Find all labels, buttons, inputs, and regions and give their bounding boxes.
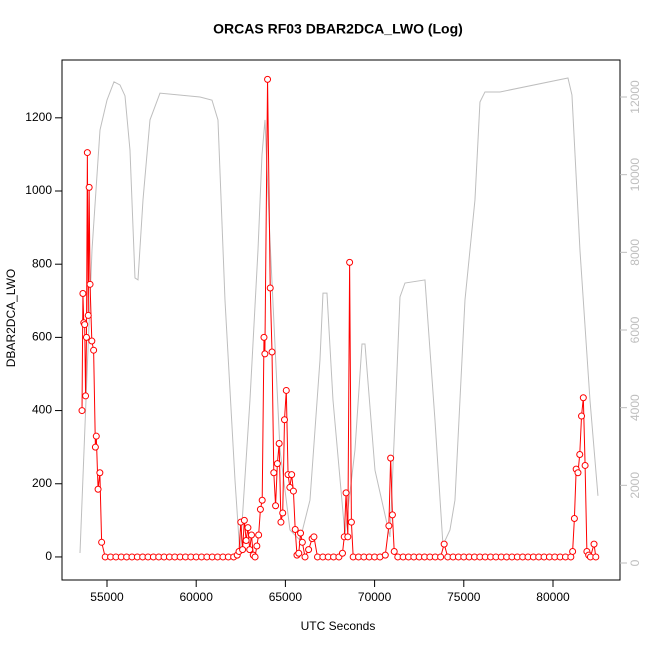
chart-title: ORCAS RF03 DBAR2DCA_LWO (Log) xyxy=(213,21,463,37)
data-point xyxy=(266,284,274,292)
x-tick-label: 60000 xyxy=(180,590,214,604)
data-point xyxy=(273,460,281,468)
series-line xyxy=(79,77,599,555)
data-point xyxy=(301,553,309,561)
data-point xyxy=(88,337,96,345)
data-point xyxy=(251,553,259,561)
x-tick-label: 80000 xyxy=(536,590,570,604)
data-point xyxy=(289,487,297,495)
data-point xyxy=(279,509,287,517)
data-point xyxy=(574,469,582,477)
data-point xyxy=(305,546,313,554)
data-point xyxy=(242,536,250,544)
data-point xyxy=(85,183,93,191)
x-axis-label: UTC Seconds xyxy=(301,619,376,633)
data-point xyxy=(91,443,99,451)
data-point xyxy=(569,547,577,555)
data-point xyxy=(440,540,448,548)
y-tick-label: 200 xyxy=(32,476,52,490)
data-point xyxy=(261,350,269,358)
data-point xyxy=(281,416,289,424)
data-point xyxy=(381,551,389,559)
y-tick-label: 400 xyxy=(32,403,52,417)
data-point xyxy=(82,333,90,341)
y-tick-label: 600 xyxy=(32,330,52,344)
y-tick-label: 800 xyxy=(32,256,52,270)
data-point xyxy=(576,450,584,458)
data-point xyxy=(590,540,598,548)
data-point xyxy=(255,531,263,539)
data-point xyxy=(256,505,264,513)
data-point xyxy=(390,547,398,555)
data-point xyxy=(96,469,104,477)
data-point xyxy=(78,407,86,415)
y-tick-label: 0 xyxy=(45,549,52,563)
x-tick-label: 65000 xyxy=(269,590,303,604)
y2-tick-label: 0 xyxy=(628,559,642,566)
x-tick-label: 75000 xyxy=(447,590,481,604)
data-point xyxy=(86,280,94,288)
data-point xyxy=(344,533,352,541)
y-tick-label: 1000 xyxy=(25,183,52,197)
data-point xyxy=(247,531,255,539)
data-point xyxy=(275,440,283,448)
data-point xyxy=(347,518,355,526)
plot-frame xyxy=(61,59,621,581)
data-point xyxy=(342,489,350,497)
data-point xyxy=(295,549,303,557)
data-point xyxy=(288,471,296,479)
data-point xyxy=(270,469,278,477)
data-point xyxy=(246,546,254,554)
data-point xyxy=(244,524,252,532)
data-point xyxy=(268,348,276,356)
data-point xyxy=(90,346,98,354)
y2-tick-label: 4000 xyxy=(628,394,642,421)
data-point xyxy=(437,553,445,561)
data-point xyxy=(298,538,306,546)
data-point xyxy=(310,533,318,541)
data-point xyxy=(338,549,346,557)
y2-tick-label: 10000 xyxy=(628,158,642,192)
data-point xyxy=(592,553,600,561)
data-point xyxy=(581,461,589,469)
data-point xyxy=(79,289,87,297)
y-axis-label: DBAR2DCA_LWO xyxy=(4,269,18,367)
data-point xyxy=(81,321,89,329)
data-point xyxy=(239,546,247,554)
data-point xyxy=(570,515,578,523)
data-point xyxy=(98,538,106,546)
data-point xyxy=(385,522,393,530)
data-point xyxy=(297,529,305,537)
data-point xyxy=(282,386,290,394)
data-point xyxy=(264,75,272,83)
series-line xyxy=(81,79,597,559)
data-point xyxy=(272,502,280,510)
y2-tick-label: 2000 xyxy=(628,472,642,499)
data-point xyxy=(94,485,102,493)
data-point xyxy=(240,516,248,524)
data-point xyxy=(578,412,586,420)
data-point xyxy=(388,511,396,519)
y2-tick-label: 8000 xyxy=(628,239,642,266)
data-point xyxy=(83,149,91,157)
y2-tick-label: 6000 xyxy=(628,316,642,343)
y2-tick-label: 12000 xyxy=(628,80,642,114)
data-point xyxy=(277,518,285,526)
data-point xyxy=(92,432,100,440)
x-tick-label: 55000 xyxy=(90,590,124,604)
data-point xyxy=(84,311,92,319)
data-point xyxy=(260,333,268,341)
y-tick-label: 1200 xyxy=(25,110,52,124)
data-point xyxy=(579,394,587,402)
data-point xyxy=(291,526,299,534)
data-point xyxy=(387,454,395,462)
x-tick-label: 70000 xyxy=(358,590,392,604)
data-point xyxy=(258,496,266,504)
data-point xyxy=(346,258,354,266)
data-point xyxy=(82,392,90,400)
data-point xyxy=(253,542,261,550)
